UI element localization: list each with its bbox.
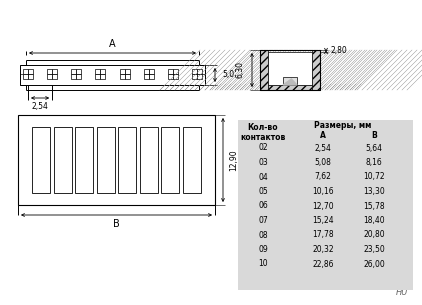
Bar [75,127,93,193]
Text: 26,00: 26,00 [363,260,385,268]
Bar [268,85,312,90]
Text: 10,72: 10,72 [363,173,385,181]
Bar [283,77,297,85]
Text: 04: 04 [258,173,268,181]
Bar [23,69,33,79]
Text: 10: 10 [258,260,268,268]
Bar [119,69,130,79]
Text: 08: 08 [258,231,268,239]
Bar [18,115,215,205]
Bar [260,50,320,90]
Text: 8,16: 8,16 [365,158,382,167]
Text: 07: 07 [258,216,268,225]
Bar [162,127,179,193]
Bar [71,69,81,79]
Text: 7,62: 7,62 [314,173,331,181]
Bar [268,52,312,85]
Text: Размеры, мм: Размеры, мм [314,121,372,131]
Bar [140,127,158,193]
Text: 20,32: 20,32 [312,245,334,254]
Text: 20,80: 20,80 [363,231,385,239]
Bar [192,69,202,79]
Text: 2,54: 2,54 [32,102,49,111]
Text: 10,16: 10,16 [312,187,334,196]
Bar [260,50,268,90]
Bar [183,127,201,193]
Text: 15,78: 15,78 [363,202,385,210]
Bar [54,127,72,193]
Text: 15,24: 15,24 [312,216,334,225]
Text: 2,80: 2,80 [331,46,348,56]
Bar [97,127,115,193]
Text: B: B [371,131,377,141]
Text: 12,90: 12,90 [229,149,238,171]
Text: 12,70: 12,70 [312,202,334,210]
Text: 22,86: 22,86 [312,260,334,268]
Text: 2,54: 2,54 [314,143,331,152]
Text: 5,0: 5,0 [222,70,234,80]
Text: 6,30: 6,30 [236,62,245,78]
Bar [144,69,154,79]
Text: 03: 03 [258,158,268,167]
Bar [95,69,106,79]
Text: A: A [320,131,326,141]
Polygon shape [283,79,297,85]
Text: A: A [109,39,116,49]
Text: 06: 06 [258,202,268,210]
Text: контактов: контактов [240,134,286,142]
Text: 18,40: 18,40 [363,216,385,225]
Text: 5,08: 5,08 [314,158,331,167]
Bar [32,127,50,193]
Bar [118,127,136,193]
Text: 17,78: 17,78 [312,231,334,239]
Text: HU: HU [395,288,408,297]
Text: 02: 02 [258,143,268,152]
Text: 05: 05 [258,187,268,196]
Text: B: B [113,219,120,229]
Bar [238,120,413,290]
Bar [312,50,320,90]
Text: Кол-во: Кол-во [248,124,279,132]
Text: 5,64: 5,64 [365,143,382,152]
Bar [260,50,320,90]
Text: 09: 09 [258,245,268,254]
Text: 13,30: 13,30 [363,187,385,196]
Bar [47,69,57,79]
Text: 23,50: 23,50 [363,245,385,254]
Bar [168,69,178,79]
